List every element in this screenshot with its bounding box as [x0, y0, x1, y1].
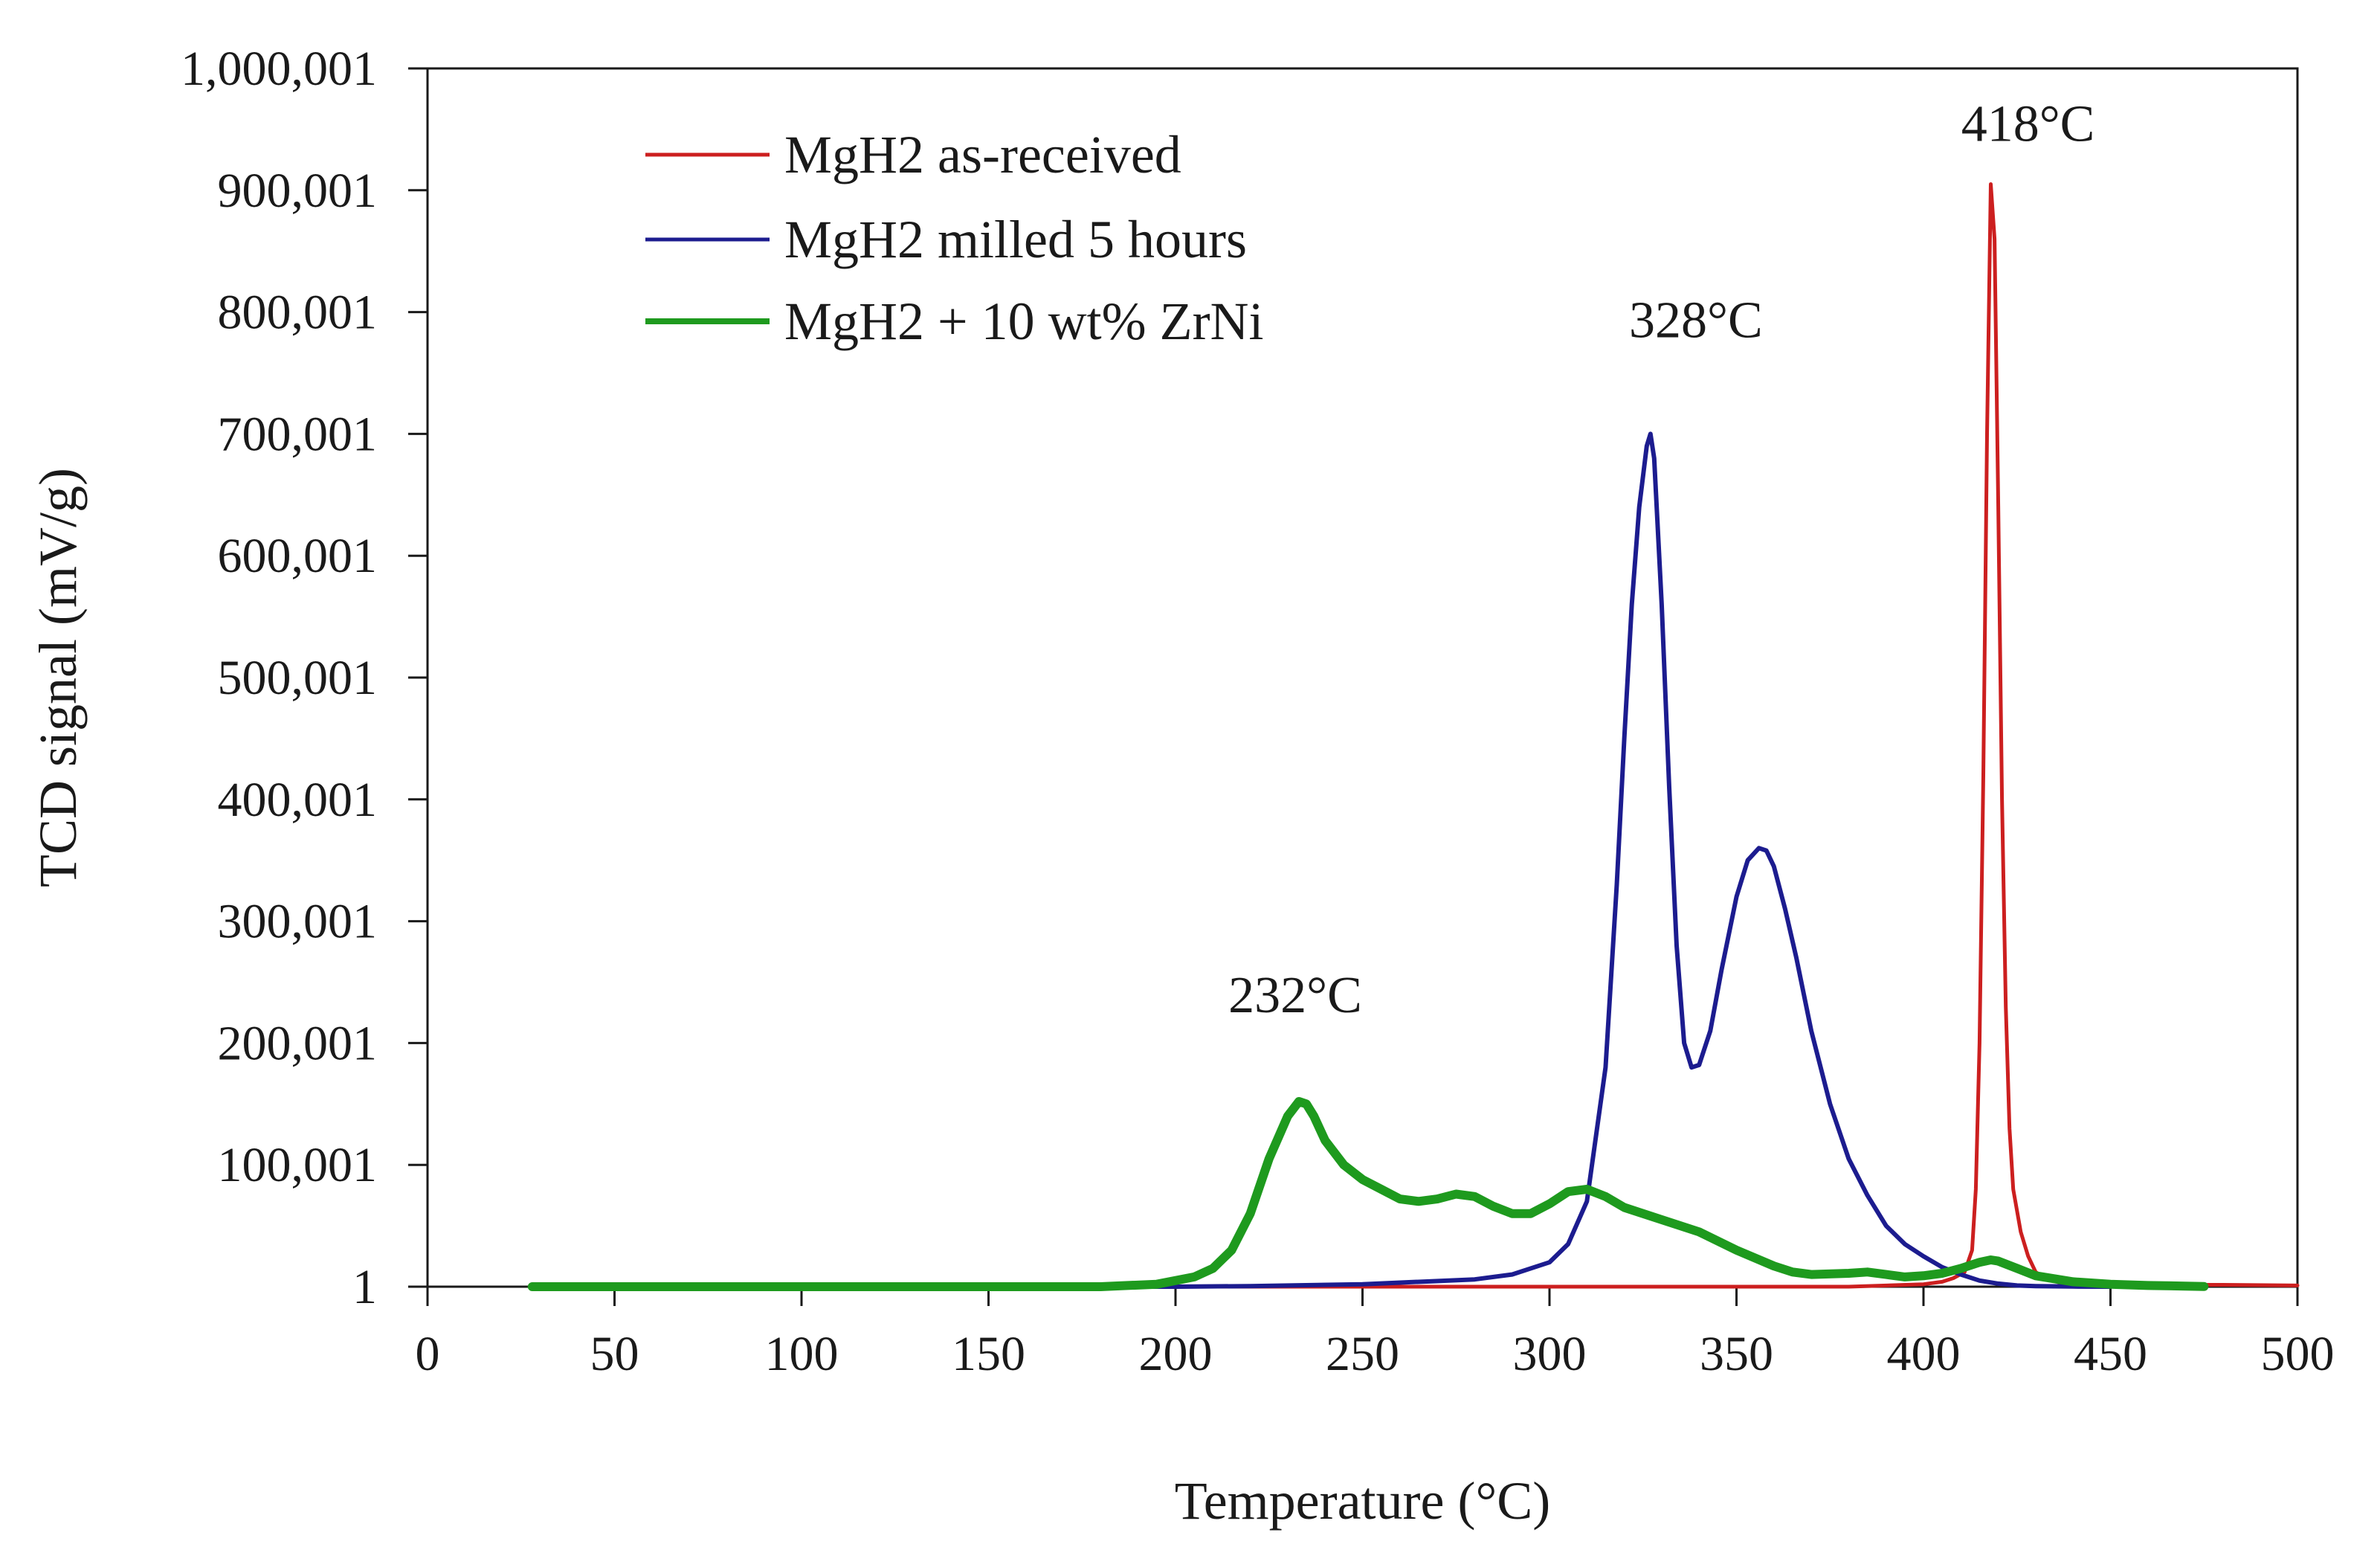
series-layer	[527, 182, 2300, 1291]
series-line-3	[527, 1097, 2209, 1291]
x-tick-label: 500	[2261, 1327, 2335, 1381]
y-tick-label: 200,001	[218, 1016, 378, 1070]
peak-label-3: 418°C	[1961, 96, 2095, 153]
x-tick-label: 50	[590, 1327, 639, 1381]
x-tick-label: 150	[952, 1327, 1025, 1381]
x-tick-label: 200	[1139, 1327, 1213, 1381]
peak-label-1: 232°C	[1228, 967, 1362, 1024]
legend-label-1: MgH2 as-received	[784, 125, 1181, 184]
plot-frame	[426, 67, 2299, 1288]
legend: MgH2 as-received MgH2 milled 5 hours MgH2 …	[645, 125, 1264, 351]
y-tick-label: 400,001	[218, 773, 378, 827]
x-tick-label: 250	[1326, 1327, 1399, 1381]
x-tick-label: 450	[2074, 1327, 2147, 1381]
y-axis: 1 100,001 200,001 300,001 400,001 500,001 600,…	[181, 42, 428, 1314]
y-tick-label: 1	[352, 1260, 377, 1314]
y-tick-label: 700,001	[218, 407, 378, 461]
y-tick-label: 100,001	[218, 1138, 378, 1192]
x-tick-label: 100	[765, 1327, 839, 1381]
x-tick-label: 400	[1887, 1327, 1961, 1381]
y-tick-label: 300,001	[218, 895, 378, 949]
legend-label-3: MgH2 + 10 wt% ZrNi	[784, 292, 1264, 351]
y-tick-label: 800,001	[218, 286, 378, 340]
y-axis-title: TCD signal (mV/g)	[28, 468, 88, 887]
legend-label-2: MgH2 milled 5 hours	[784, 210, 1247, 269]
peak-label-2: 328°C	[1629, 292, 1763, 349]
y-tick-label: 900,001	[218, 164, 378, 218]
x-tick-label: 300	[1513, 1327, 1587, 1381]
x-axis: 0 50 100 150 200 250 300 350 400 450 500	[416, 1287, 2335, 1381]
x-tick-label: 0	[416, 1327, 440, 1381]
series-line-2	[529, 431, 2113, 1289]
x-tick-label: 350	[1700, 1327, 1773, 1381]
plot-border	[426, 67, 2299, 1288]
y-tick-label: 1,000,001	[181, 42, 377, 96]
peak-annotations: 232°C 328°C 418°C	[1228, 96, 2094, 1024]
y-tick-label: 500,001	[218, 651, 378, 705]
y-tick-label: 600,001	[218, 529, 378, 583]
x-axis-title: Temperature (°C)	[1175, 1471, 1551, 1531]
